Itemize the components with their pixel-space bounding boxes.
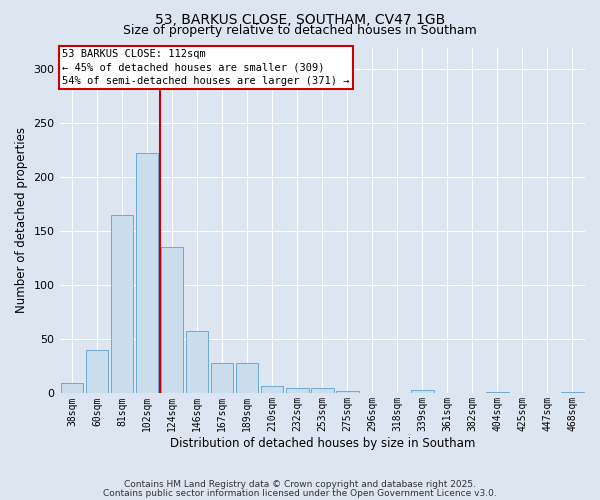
Bar <box>311 388 334 394</box>
Y-axis label: Number of detached properties: Number of detached properties <box>15 128 28 314</box>
Bar <box>286 388 308 394</box>
Bar <box>261 386 283 394</box>
Bar <box>411 390 434 394</box>
Bar <box>236 363 259 394</box>
Bar <box>211 363 233 394</box>
Text: 53, BARKUS CLOSE, SOUTHAM, CV47 1GB: 53, BARKUS CLOSE, SOUTHAM, CV47 1GB <box>155 12 445 26</box>
Text: Contains HM Land Registry data © Crown copyright and database right 2025.: Contains HM Land Registry data © Crown c… <box>124 480 476 489</box>
X-axis label: Distribution of detached houses by size in Southam: Distribution of detached houses by size … <box>170 437 475 450</box>
Bar <box>111 215 133 394</box>
Bar <box>561 392 584 394</box>
Bar <box>161 248 184 394</box>
Bar <box>486 392 509 394</box>
Bar <box>336 392 359 394</box>
Bar <box>86 350 109 394</box>
Bar <box>186 330 208 394</box>
Bar <box>136 154 158 394</box>
Text: Size of property relative to detached houses in Southam: Size of property relative to detached ho… <box>123 24 477 37</box>
Bar <box>61 382 83 394</box>
Text: 53 BARKUS CLOSE: 112sqm
← 45% of detached houses are smaller (309)
54% of semi-d: 53 BARKUS CLOSE: 112sqm ← 45% of detache… <box>62 49 350 86</box>
Text: Contains public sector information licensed under the Open Government Licence v3: Contains public sector information licen… <box>103 488 497 498</box>
